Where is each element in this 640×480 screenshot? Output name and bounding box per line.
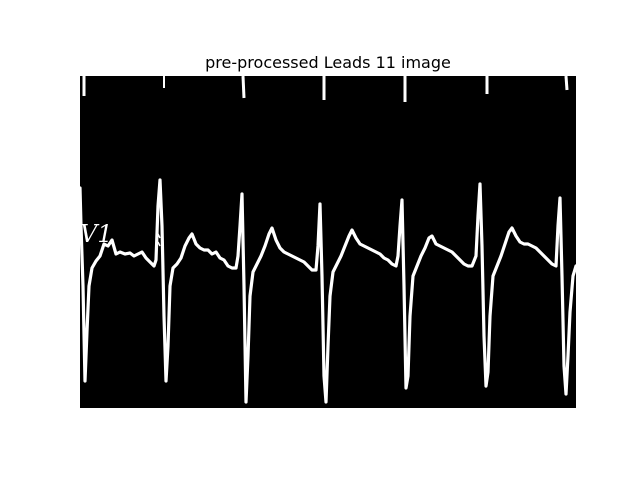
top-trace-fragment-6 [564,76,569,91]
trace-artifact [157,233,161,247]
ecg-trace-svg [80,76,576,404]
top-trace-fragment-1 [82,76,86,96]
top-trace-fragment-2 [241,76,246,99]
ecg-trace [80,178,576,404]
figure-title: pre-processed Leads 11 image [205,53,451,72]
ecg-image-panel: V1 [80,76,576,408]
lead-label: V1 [80,220,113,248]
